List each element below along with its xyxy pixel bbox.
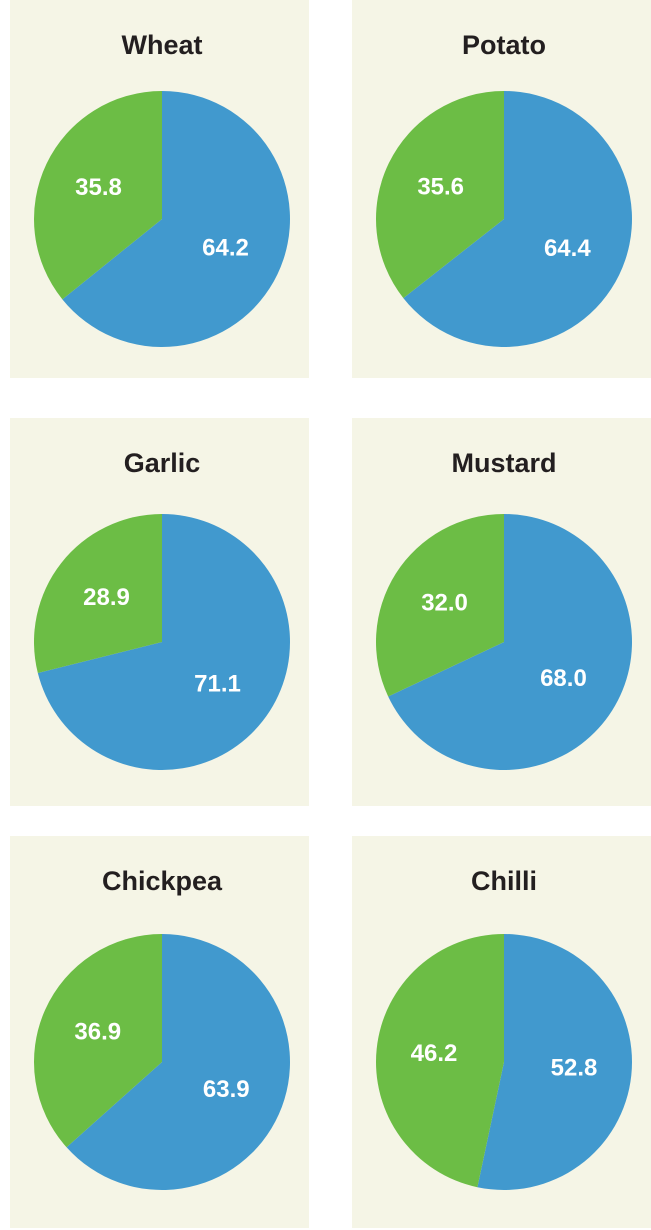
pie-slice xyxy=(376,91,504,299)
chart-title: Wheat xyxy=(122,30,203,60)
slice-label: 64.2 xyxy=(202,235,249,262)
pie-slice xyxy=(403,91,632,347)
slice-label: 36.9 xyxy=(74,1019,121,1046)
slice-label: 32.0 xyxy=(421,590,468,617)
slice-label: 35.6 xyxy=(417,174,464,201)
pie-slice xyxy=(66,934,290,1190)
slice-label: 52.8 xyxy=(551,1055,598,1082)
slice-label: 35.8 xyxy=(75,174,122,201)
pie-slice xyxy=(34,91,163,300)
chart-title: Mustard xyxy=(451,448,556,478)
pie-slice xyxy=(376,514,504,697)
slice-label: 64.4 xyxy=(544,235,591,262)
pie-slice xyxy=(388,514,632,770)
slice-label: 68.0 xyxy=(540,665,587,692)
pie-slice xyxy=(34,514,162,674)
chart-title: Potato xyxy=(462,30,546,60)
chart-title: Chilli xyxy=(471,866,537,896)
slice-label: 63.9 xyxy=(203,1076,250,1103)
pie-slice xyxy=(62,91,290,347)
pie-slice xyxy=(477,934,633,1190)
slice-label: 28.9 xyxy=(83,584,130,611)
chart-title: Chickpea xyxy=(102,866,223,896)
slice-label: 71.1 xyxy=(194,671,241,698)
pie-slice xyxy=(37,514,291,770)
slice-label: 46.2 xyxy=(411,1040,458,1067)
chart-title: Garlic xyxy=(124,448,201,478)
pie-slice xyxy=(33,934,162,1148)
pie-slice xyxy=(376,934,504,1188)
